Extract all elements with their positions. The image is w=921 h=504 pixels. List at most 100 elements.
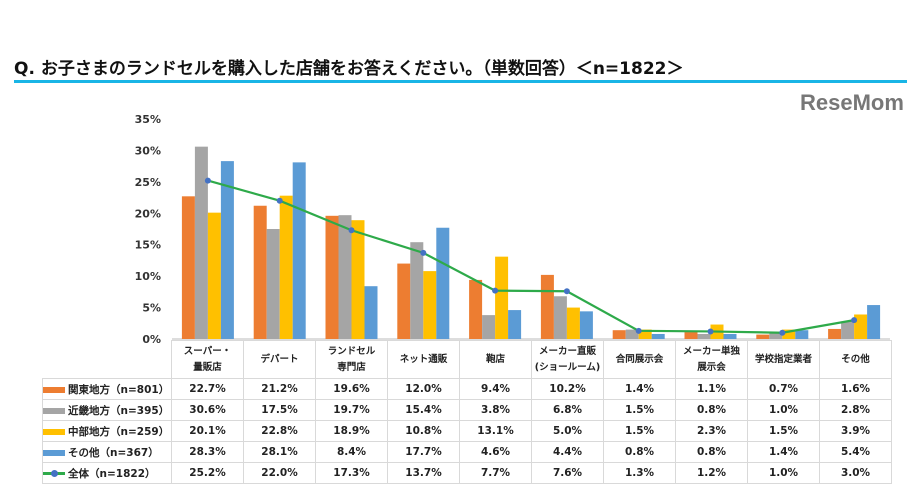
data-label: 1.5% [603,420,676,442]
table-row: 中部地方（n=259） 20.1% 22.8% 18.9% 10.8% 13.1% 5.0%… [42,420,892,442]
bar [181,196,195,339]
bar [410,242,424,339]
category-label: ネット通販 [387,340,460,379]
data-label: 3.8% [459,399,532,421]
line-point [563,288,570,295]
bar [697,333,711,339]
bar [651,333,665,339]
bar [292,162,306,339]
data-label: 4.4% [531,441,604,463]
line-point [635,327,642,334]
bar [579,311,593,339]
data-label: 1.0% [747,399,820,421]
data-label: 19.7% [315,399,388,421]
category-label: 合同展示会 [603,340,676,379]
title-underline [14,80,907,83]
bar [828,328,842,339]
bar [867,305,881,339]
bar [253,205,267,339]
bar [612,330,626,339]
y-tick-label: 25% [135,176,161,189]
line-point [276,197,283,204]
bar [207,212,221,339]
bar [684,332,698,339]
resemom-logo: ReseMom [800,90,904,115]
bar [495,256,509,339]
y-tick-label: 20% [135,207,161,220]
data-label: 10.8% [387,420,460,442]
category-label: スーパー・ 量販店 [171,340,244,379]
line-point [779,329,786,336]
data-label: 5.0% [531,420,604,442]
data-label: 7.6% [531,462,604,484]
line-point [420,249,427,256]
bar [423,271,437,339]
table-row: その他（n=367） 28.3% 28.1% 8.4% 17.7% 4.6% 4.4% 0.8… [42,441,892,463]
data-label: 12.0% [387,378,460,400]
data-label: 8.4% [315,441,388,463]
category-label: 鞄店 [459,340,532,379]
legend-swatch [43,428,65,435]
y-tick-label: 5% [142,302,161,315]
bar [351,220,365,339]
table-row: 関東地方（n=801） 22.7% 21.2% 19.6% 12.0% 9.4% 10.2%… [42,378,892,400]
data-label: 3.0% [819,462,892,484]
data-label: 1.4% [603,378,676,400]
bar [782,329,796,339]
series-label: 関東地方（n=801） [42,378,172,400]
line-point [348,227,355,234]
y-tick-label: 15% [135,239,161,252]
table-row: 近畿地方（n=395） 30.6% 17.5% 19.7% 15.4% 3.8% 6.8% 1… [42,399,892,421]
bar [436,227,450,339]
bar [756,334,770,339]
data-label: 21.2% [243,378,316,400]
data-label: 1.5% [603,399,676,421]
bar [266,229,280,339]
bar [482,315,496,339]
series-label: 全体（n=1822） [42,462,172,484]
data-label: 22.7% [171,378,244,400]
data-label: 9.4% [459,378,532,400]
category-label: ランドセル 専門店 [315,340,388,379]
bar [220,161,234,339]
y-tick-label: 30% [135,144,161,157]
data-label: 0.8% [675,441,748,463]
series-label: 近畿地方（n=395） [42,399,172,421]
data-label: 1.3% [603,462,676,484]
data-label: 0.7% [747,378,820,400]
data-label: 19.6% [315,378,388,400]
data-label: 1.2% [675,462,748,484]
data-label: 10.2% [531,378,604,400]
table-header-row: スーパー・ 量販店 デパート ランドセル 専門店 ネット通販 鞄店 メーカー直販 (ショールーム… [43,340,892,379]
line-point [851,317,858,324]
data-label: 28.3% [171,441,244,463]
data-label: 4.6% [459,441,532,463]
data-label: 0.8% [603,441,676,463]
bar [397,263,411,339]
bar [194,146,208,339]
data-label: 13.1% [459,420,532,442]
data-label: 5.4% [819,441,892,463]
category-label: メーカー単独 展示会 [675,340,748,379]
bar [508,310,522,339]
data-table: スーパー・ 量販店 デパート ランドセル 専門店 ネット通販 鞄店 メーカー直販 (ショールーム… [42,340,892,484]
bar [795,330,809,339]
data-label: 1.1% [675,378,748,400]
line-series [207,179,855,334]
bar [769,332,783,339]
data-label: 22.0% [243,462,316,484]
data-label: 3.9% [819,420,892,442]
data-label: 6.8% [531,399,604,421]
line-point [707,328,714,335]
legend-swatch [43,449,65,456]
bar [638,329,652,339]
data-label: 13.7% [387,462,460,484]
data-label: 1.4% [747,441,820,463]
y-tick-label: 10% [135,270,161,283]
data-label: 25.2% [171,462,244,484]
data-label: 2.8% [819,399,892,421]
data-label: 17.3% [315,462,388,484]
category-label: 学校指定業者 [747,340,820,379]
data-label: 7.7% [459,462,532,484]
